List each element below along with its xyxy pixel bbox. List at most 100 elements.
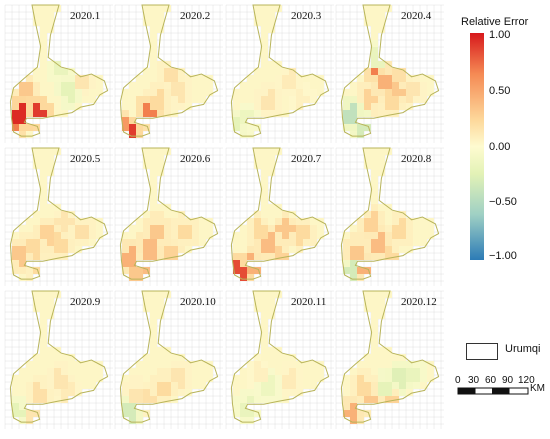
error-cell	[378, 298, 385, 305]
error-cell	[178, 368, 185, 375]
error-cell	[378, 204, 385, 211]
error-cell	[289, 375, 296, 382]
panel-label: 2020.12	[401, 296, 437, 308]
error-cell	[420, 375, 427, 382]
error-cell	[371, 40, 378, 47]
error-cell	[26, 389, 33, 396]
error-cell	[364, 211, 371, 218]
error-cell	[150, 354, 157, 361]
error-cell	[192, 96, 199, 103]
error-cell	[240, 103, 247, 110]
error-cell	[157, 110, 164, 117]
error-cell	[54, 218, 61, 225]
error-cell	[26, 131, 33, 138]
error-cell	[19, 82, 26, 89]
error-cell	[89, 75, 96, 82]
error-cell	[40, 218, 47, 225]
error-cell	[171, 382, 178, 389]
error-cell	[350, 403, 357, 410]
error-cell	[157, 298, 164, 305]
error-cell	[157, 382, 164, 389]
error-cell	[371, 96, 378, 103]
error-cell	[89, 368, 96, 375]
error-cell	[240, 110, 247, 117]
error-cell	[75, 361, 82, 368]
map-panel	[335, 290, 444, 429]
error-cell	[47, 218, 54, 225]
error-cell	[371, 5, 378, 12]
error-cell	[413, 382, 420, 389]
error-cell	[289, 246, 296, 253]
error-cells	[122, 5, 213, 138]
error-cell	[261, 197, 268, 204]
error-cell	[261, 82, 268, 89]
error-cell	[233, 124, 240, 131]
error-cell	[136, 382, 143, 389]
error-cell	[129, 89, 136, 96]
error-cell	[282, 103, 289, 110]
error-cell	[275, 103, 282, 110]
error-cell	[47, 253, 54, 260]
error-cell	[364, 354, 371, 361]
error-cell	[378, 169, 385, 176]
error-cell	[61, 218, 68, 225]
error-cell	[143, 5, 150, 12]
error-cell	[40, 89, 47, 96]
error-cell	[150, 246, 157, 253]
urumqi-boundary	[9, 290, 109, 423]
error-cell	[343, 103, 350, 110]
error-cell	[364, 110, 371, 117]
error-cell	[378, 211, 385, 218]
error-cell	[178, 375, 185, 382]
panel-label: 2020.5	[70, 153, 101, 165]
error-cell	[261, 33, 268, 40]
error-cell	[33, 354, 40, 361]
error-cell	[275, 96, 282, 103]
error-cell	[399, 75, 406, 82]
error-cell	[406, 89, 413, 96]
error-cell	[378, 89, 385, 96]
error-cell	[82, 218, 89, 225]
map-panel	[4, 290, 113, 429]
error-cell	[136, 110, 143, 117]
error-cell	[82, 361, 89, 368]
error-cell	[75, 246, 82, 253]
error-cell	[68, 239, 75, 246]
error-cell	[150, 54, 157, 61]
error-cell	[122, 117, 129, 124]
error-cell	[47, 96, 54, 103]
error-cells	[343, 5, 434, 138]
error-cell	[40, 162, 47, 169]
error-cell	[68, 82, 75, 89]
error-cell	[40, 155, 47, 162]
error-cell	[40, 375, 47, 382]
error-cell	[247, 110, 254, 117]
error-cell	[150, 103, 157, 110]
error-cell	[164, 389, 171, 396]
error-cell	[261, 162, 268, 169]
error-cell	[185, 239, 192, 246]
error-cell	[399, 89, 406, 96]
error-cell	[47, 361, 54, 368]
error-cell	[371, 291, 378, 298]
error-cell	[136, 267, 143, 274]
error-cell	[150, 68, 157, 75]
error-cell	[233, 96, 240, 103]
error-cell	[33, 148, 40, 155]
error-cell	[40, 382, 47, 389]
error-cell	[268, 225, 275, 232]
error-cell	[378, 305, 385, 312]
error-cell	[268, 291, 275, 298]
error-cell	[136, 417, 143, 424]
error-cell	[33, 68, 40, 75]
error-cell	[47, 61, 54, 68]
error-cell	[82, 75, 89, 82]
error-cell	[40, 291, 47, 298]
error-cell	[54, 368, 61, 375]
map-panel	[114, 290, 223, 429]
error-cell	[399, 68, 406, 75]
error-cell	[47, 239, 54, 246]
error-cell	[303, 218, 310, 225]
error-cell	[303, 239, 310, 246]
error-cell	[150, 162, 157, 169]
